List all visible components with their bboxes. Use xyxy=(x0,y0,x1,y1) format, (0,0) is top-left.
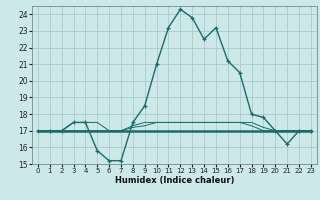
X-axis label: Humidex (Indice chaleur): Humidex (Indice chaleur) xyxy=(115,176,234,185)
